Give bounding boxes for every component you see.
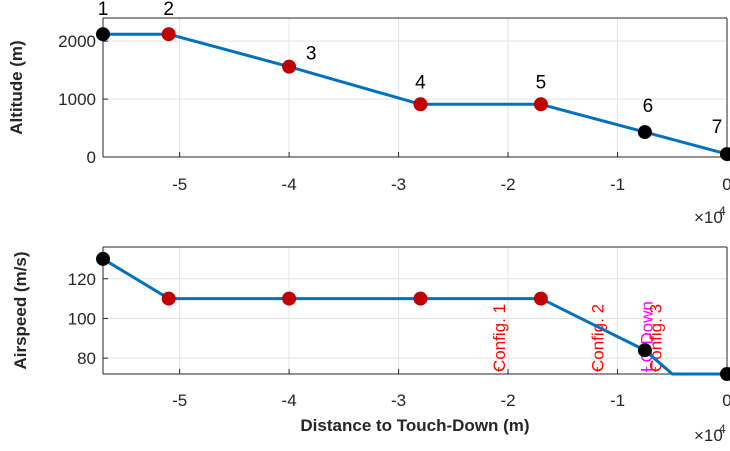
x-axis-label: Distance to Touch-Down (m) <box>300 416 529 435</box>
y-tick-label: 120 <box>68 270 96 289</box>
y-tick-label: 1000 <box>58 90 96 109</box>
waypoint-marker <box>721 368 730 381</box>
waypoint-marker <box>534 292 547 305</box>
waypoint-marker <box>162 28 175 41</box>
waypoint-marker <box>638 344 651 357</box>
waypoint-label: 2 <box>163 0 174 20</box>
waypoint-marker <box>162 292 175 305</box>
x-tick-label: -1 <box>610 175 625 194</box>
config-annotation: Config. 2 <box>588 304 607 372</box>
waypoint-label: 3 <box>306 44 317 65</box>
x-tick-label: -2 <box>500 175 515 194</box>
waypoint-marker <box>283 292 296 305</box>
waypoint-marker <box>721 148 730 161</box>
x-tick-label: -5 <box>172 391 187 410</box>
y-tick-label: 2000 <box>58 32 96 51</box>
waypoint-label: 1 <box>98 0 109 20</box>
y-axis-label: Altitude (m) <box>7 40 26 134</box>
waypoint-label: 5 <box>536 72 547 93</box>
config-annotation: Config. 3 <box>646 304 665 372</box>
waypoint-marker <box>414 98 427 111</box>
x-tick-label: -4 <box>282 175 297 194</box>
waypoint-label: 4 <box>415 72 426 93</box>
x-tick-label: -3 <box>391 175 406 194</box>
waypoint-marker <box>638 126 651 139</box>
x-tick-label: -5 <box>172 175 187 194</box>
x-exponent-power: 4 <box>719 422 726 436</box>
waypoint-label: 6 <box>643 96 654 117</box>
waypoint-marker <box>414 292 427 305</box>
x-tick-label: -2 <box>500 391 515 410</box>
x-tick-label: -4 <box>282 391 297 410</box>
plot-area <box>103 247 727 374</box>
x-tick-label: -1 <box>610 391 625 410</box>
waypoint-marker <box>534 98 547 111</box>
waypoint-marker <box>97 252 110 265</box>
x-tick-label: 0 <box>722 175 730 194</box>
config-annotation: Config. 1 <box>490 304 509 372</box>
waypoint-label: 7 <box>712 117 723 138</box>
y-tick-label: 80 <box>77 349 96 368</box>
waypoint-marker <box>97 28 110 41</box>
x-exponent-power: 4 <box>719 204 726 218</box>
y-tick-label: 100 <box>68 309 96 328</box>
y-axis-label: Airspeed (m/s) <box>11 251 30 369</box>
waypoint-marker <box>283 60 296 73</box>
x-tick-label: 0 <box>722 391 730 410</box>
y-tick-label: 0 <box>87 148 96 167</box>
x-tick-label: -3 <box>391 391 406 410</box>
